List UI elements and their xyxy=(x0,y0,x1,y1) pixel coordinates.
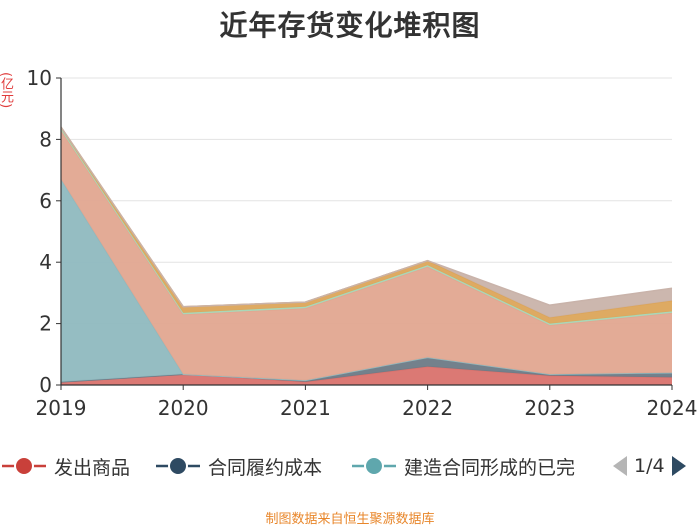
chart-legend: 发出商品 合同履约成本 建造合同形成的已完 1/4 xyxy=(0,448,700,484)
area-series-3 xyxy=(61,130,672,381)
legend-page-indicator: 1/4 xyxy=(634,455,665,477)
y-tick-label: 10 xyxy=(27,66,52,90)
line-circle-icon xyxy=(2,456,46,476)
triangle-right-icon[interactable] xyxy=(671,454,687,478)
triangle-left-icon[interactable] xyxy=(612,454,628,478)
legend-label: 发出商品 xyxy=(54,456,131,479)
area-series-5 xyxy=(61,127,672,324)
area-series-6 xyxy=(61,127,672,318)
legend-label: 合同履约成本 xyxy=(208,456,323,479)
y-tick-label: 2 xyxy=(39,312,52,336)
x-tick-label: 2021 xyxy=(280,396,331,420)
line-circle-icon xyxy=(352,456,396,476)
legend-label: 建造合同形成的已完 xyxy=(404,456,576,479)
y-axis-unit-label: (亿元) xyxy=(0,72,13,109)
y-tick-label: 8 xyxy=(39,127,52,151)
legend-item-1[interactable]: 合同履约成本 xyxy=(156,448,322,484)
x-tick-label: 2024 xyxy=(647,396,698,420)
y-tick-label: 6 xyxy=(39,189,52,213)
legend-pager: 1/4 xyxy=(612,448,687,484)
legend-item-0[interactable]: 发出商品 xyxy=(2,448,130,484)
x-tick-label: 2020 xyxy=(158,396,209,420)
y-tick-label: 0 xyxy=(39,373,52,397)
stacked-area-chart: 0 2 4 6 8 10 2019 2020 2021 2022 2023 2024 xyxy=(27,66,698,420)
x-tick-label: 2022 xyxy=(402,396,453,420)
source-footer: 制图数据来自恒生聚源数据库 xyxy=(265,512,435,527)
area-series-2 xyxy=(61,179,672,382)
line-circle-icon xyxy=(156,456,200,476)
series-line-6 xyxy=(60,126,673,308)
x-tick-label: 2019 xyxy=(36,396,87,420)
legend-item-2[interactable]: 建造合同形成的已完 xyxy=(352,448,594,484)
chart-title: 近年存货变化堆积图 xyxy=(219,9,481,42)
y-tick-label: 4 xyxy=(39,250,52,274)
x-tick-label: 2023 xyxy=(524,396,575,420)
area-series-1 xyxy=(61,357,672,382)
area-series-0 xyxy=(61,366,672,385)
